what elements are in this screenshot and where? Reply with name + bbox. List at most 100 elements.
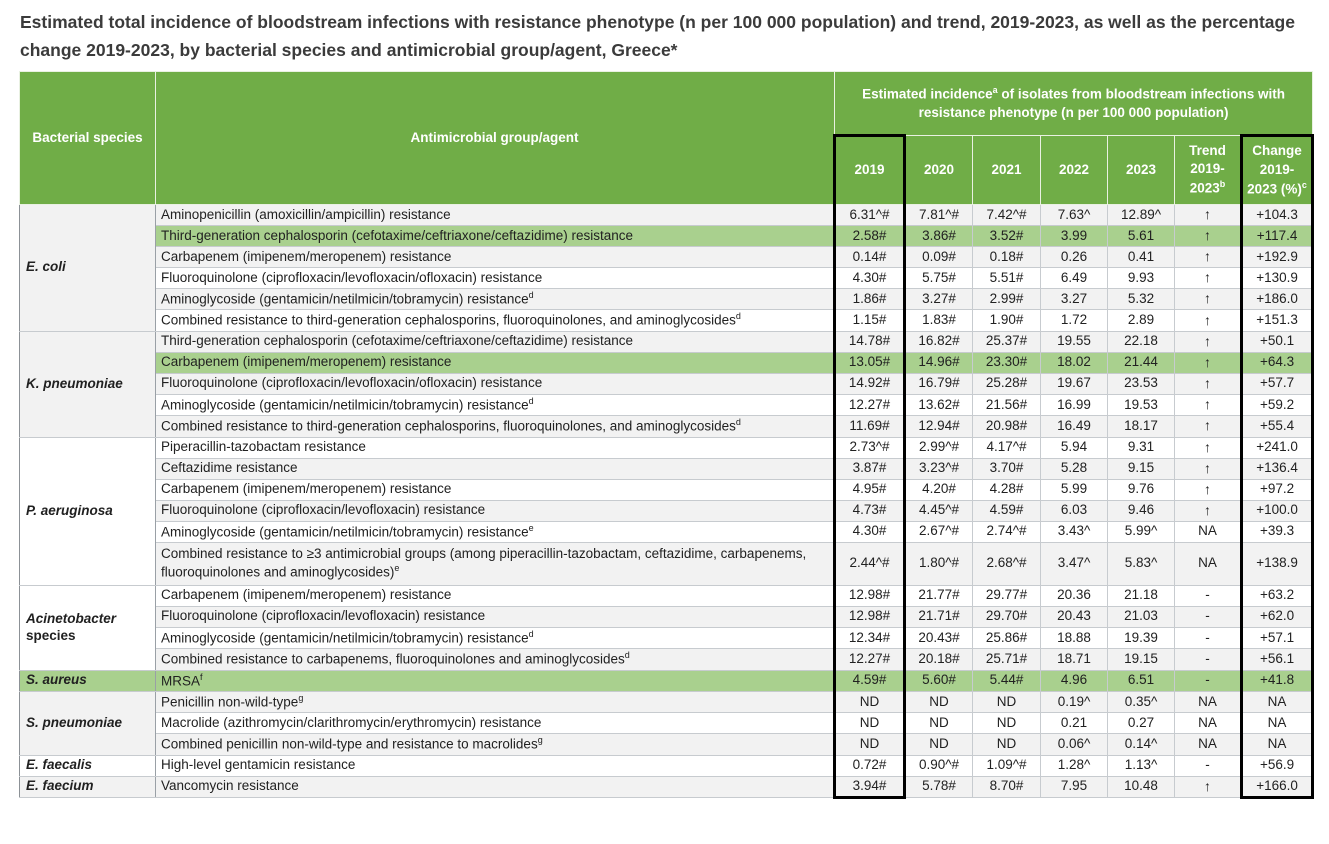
agent-cell: Combined resistance to third-generation … (155, 309, 835, 332)
value-cell-2022: 7.95 (1040, 775, 1108, 798)
value-cell-2022: 20.43 (1040, 605, 1108, 628)
trend-cell: - (1174, 754, 1242, 777)
value-cell-2019: 4.73# (833, 499, 906, 522)
value-cell-2021: 2.68^# (972, 541, 1041, 586)
change-cell: +62.0 (1239, 605, 1315, 628)
change-cell: NA (1239, 712, 1315, 735)
trend-up-arrow-icon: ↑ (1204, 501, 1211, 518)
value-cell-2023: 23.53 (1107, 372, 1175, 395)
value-cell-2019: 1.86# (833, 287, 906, 311)
trend-up-arrow-icon: ↑ (1204, 353, 1211, 370)
value-cell-2022: 19.67 (1040, 372, 1108, 395)
value-cell-2020: 5.60# (904, 669, 973, 693)
trend-cell: NA (1174, 541, 1242, 586)
trend-cell: ↑ (1174, 246, 1242, 268)
change-cell: +64.3 (1239, 351, 1315, 374)
value-cell-2021: 7.42^# (972, 204, 1041, 226)
agent-cell: Carbapenem (imipenem/meropenem) resistan… (155, 351, 835, 374)
value-cell-2019: 6.31^# (833, 204, 906, 226)
value-cell-2023: 9.15 (1107, 457, 1175, 480)
agent-cell: Aminopenicillin (amoxicillin/ampicillin)… (155, 204, 835, 226)
trend-cell: - (1174, 605, 1242, 628)
value-cell-2021: 23.30# (972, 351, 1041, 374)
trend-up-arrow-icon: ↑ (1204, 480, 1211, 497)
value-cell-2023: 21.18 (1107, 584, 1175, 607)
value-cell-2023: 5.32 (1107, 287, 1175, 311)
value-cell-2019: 4.30# (833, 267, 906, 289)
value-cell-2021: 21.56# (972, 393, 1041, 417)
value-cell-2023: 18.17 (1107, 415, 1175, 438)
value-cell-2022: 1.72 (1040, 309, 1108, 332)
header-year-2021: 2021 (972, 135, 1041, 205)
value-cell-2020: 13.62# (904, 393, 973, 417)
header-bacterial-species: Bacterial species (19, 71, 156, 205)
value-cell-2023: 19.53 (1107, 393, 1175, 417)
value-cell-2019: 13.05# (833, 351, 906, 374)
trend-cell: ↑ (1174, 457, 1242, 480)
trend-cell: ↑ (1174, 415, 1242, 438)
change-cell: +57.7 (1239, 372, 1315, 395)
value-cell-2021: 8.70# (972, 775, 1041, 798)
trend-cell: ↑ (1174, 478, 1242, 501)
value-cell-2023: 0.14^ (1107, 733, 1175, 756)
value-cell-2020: 1.80^# (904, 541, 973, 586)
value-cell-2020: 4.45^# (904, 499, 973, 522)
value-cell-2023: 0.27 (1107, 712, 1175, 735)
header-year-2019: 2019 (833, 134, 906, 205)
species-cell: K. pneumoniae (19, 330, 156, 438)
agent-cell: MRSAf (155, 669, 835, 693)
value-cell-2023: 19.15 (1107, 648, 1175, 671)
value-cell-2020: ND (904, 690, 973, 714)
value-cell-2020: 20.18# (904, 648, 973, 671)
agent-cell: Third-generation cephalosporin (cefotaxi… (155, 225, 835, 247)
table-body: E. coli Aminopenicillin (amoxicillin/ampi… (19, 204, 1315, 799)
value-cell-2021: 25.37# (972, 330, 1041, 353)
trend-up-arrow-icon: ↑ (1204, 417, 1211, 434)
change-cell: +117.4 (1239, 225, 1315, 247)
agent-cell: Penicillin non-wild-typeg (155, 690, 835, 714)
value-cell-2020: 16.79# (904, 372, 973, 395)
species-cell: S. pneumoniae (19, 691, 156, 756)
agent-cell: Combined resistance to carbapenems, fluo… (155, 648, 835, 671)
value-cell-2019: 2.73^# (833, 436, 906, 459)
trend-up-arrow-icon: ↑ (1204, 311, 1211, 328)
value-cell-2019: 12.27# (833, 648, 906, 671)
trend-up-arrow-icon: ↑ (1204, 206, 1211, 223)
trend-cell: - (1174, 626, 1242, 650)
value-cell-2021: 29.77# (972, 584, 1041, 607)
value-cell-2022: 3.99 (1040, 225, 1108, 247)
agent-cell: Combined penicillin non-wild-type and re… (155, 733, 835, 756)
value-cell-2021: 25.28# (972, 372, 1041, 395)
trend-cell: ↑ (1174, 330, 1242, 353)
change-cell: +56.9 (1239, 754, 1315, 777)
trend-up-arrow-icon: ↑ (1204, 396, 1211, 412)
species-cell: Acinetobacter species (19, 584, 156, 671)
change-cell: +104.3 (1239, 204, 1315, 226)
value-cell-2021: 4.59# (972, 499, 1041, 522)
trend-cell: ↑ (1174, 225, 1242, 247)
agent-cell: Piperacillin-tazobactam resistance (155, 436, 835, 459)
trend-cell: - (1174, 584, 1242, 607)
value-cell-2023: 9.76 (1107, 478, 1175, 501)
value-cell-2022: 5.94 (1040, 436, 1108, 459)
value-cell-2020: 3.23^# (904, 457, 973, 480)
value-cell-2021: 3.70# (972, 457, 1041, 480)
value-cell-2023: 9.46 (1107, 499, 1175, 522)
value-cell-2023: 5.99^ (1107, 520, 1175, 543)
trend-up-arrow-icon: ↑ (1204, 374, 1211, 391)
agent-cell: Aminoglycoside (gentamicin/netilmicin/to… (155, 287, 835, 311)
incidence-table: Bacterial species Antimicrobial group/ag… (19, 71, 1315, 799)
species-cell: S. aureus (19, 669, 156, 693)
trend-cell: ↑ (1174, 267, 1242, 289)
value-cell-2019: ND (833, 733, 906, 756)
value-cell-2021: 2.99# (972, 287, 1041, 311)
value-cell-2022: 5.28 (1040, 457, 1108, 480)
value-cell-2022: 18.71 (1040, 648, 1108, 671)
agent-cell: Fluoroquinolone (ciprofloxacin/levofloxa… (155, 605, 835, 628)
species-cell: E. coli (19, 204, 156, 332)
value-cell-2023: 0.35^ (1107, 690, 1175, 714)
value-cell-2019: 4.30# (833, 520, 906, 543)
change-cell: +130.9 (1239, 267, 1315, 289)
value-cell-2020: 21.77# (904, 584, 973, 607)
agent-cell: Macrolide (azithromycin/clarithromycin/e… (155, 712, 835, 735)
